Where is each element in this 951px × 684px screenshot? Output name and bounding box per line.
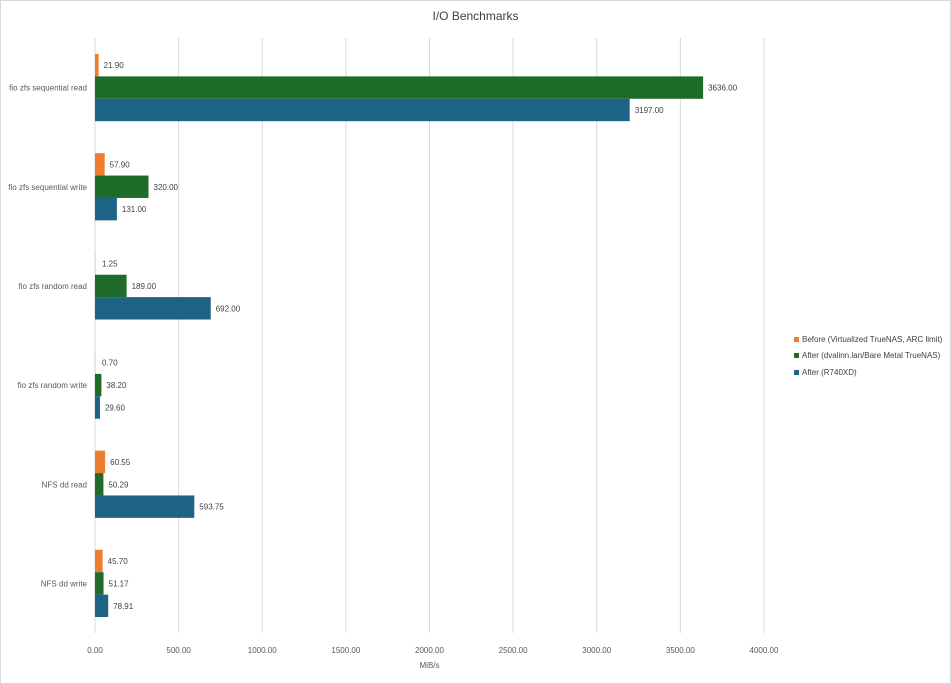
bar [95, 572, 104, 595]
legend: Before (Virtualized TrueNAS, ARC limit) A… [794, 331, 942, 381]
data-label: 29.60 [105, 403, 126, 412]
data-label: 38.20 [106, 381, 127, 390]
data-label: 320.00 [154, 183, 179, 192]
data-label: 3197.00 [635, 106, 664, 115]
legend-label: After (dvalinn.lan/Bare Metal TrueNAS) [802, 351, 941, 361]
x-axis-title: MiB/s [420, 661, 440, 670]
bar [95, 450, 106, 474]
category-label: fio zfs random read [19, 282, 87, 291]
legend-item: After (dvalinn.lan/Bare Metal TrueNAS) [794, 348, 942, 365]
bar [95, 495, 195, 518]
bar [95, 473, 104, 496]
bar [95, 396, 100, 419]
x-tick-label: 1000.00 [248, 646, 277, 655]
bar [95, 274, 127, 298]
data-label: 50.29 [108, 480, 129, 489]
bar [95, 297, 211, 320]
data-label: 3636.00 [708, 84, 737, 93]
data-label: 21.90 [104, 61, 125, 70]
bar [95, 98, 630, 122]
data-label: 45.70 [108, 557, 129, 566]
legend-swatch [794, 369, 799, 375]
bar [95, 197, 117, 221]
x-tick-label: 2500.00 [499, 646, 528, 655]
data-label: 60.55 [110, 458, 131, 467]
bar [95, 76, 704, 99]
data-label: 131.00 [122, 205, 147, 214]
x-tick-label: 1500.00 [331, 646, 360, 655]
data-label: 692.00 [216, 304, 241, 313]
x-tick-label: 2000.00 [415, 646, 444, 655]
bar [95, 594, 109, 618]
x-tick-label: 3000.00 [582, 646, 611, 655]
chart-title: I/O Benchmarks [432, 9, 519, 23]
data-label: 51.17 [109, 579, 130, 588]
bar [95, 549, 103, 573]
legend-label: Before (Virtualized TrueNAS, ARC limit) [802, 334, 943, 344]
category-label: fio zfs sequential write [8, 183, 87, 192]
legend-item: After (R740XD) [794, 364, 942, 381]
bar [95, 53, 99, 77]
category-label: NFS dd read [42, 480, 87, 489]
category-label: fio zfs sequential read [9, 84, 87, 93]
legend-item: Before (Virtualized TrueNAS, ARC limit) [794, 331, 942, 348]
x-tick-label: 500.00 [166, 646, 191, 655]
category-label: NFS dd write [41, 579, 88, 588]
legend-swatch [794, 336, 799, 342]
legend-swatch [794, 353, 799, 359]
x-tick-label: 3500.00 [666, 646, 695, 655]
data-label: 1.25 [102, 260, 118, 269]
data-label: 593.75 [199, 503, 224, 512]
legend-label: After (R740XD) [802, 367, 857, 377]
bar [95, 175, 149, 198]
data-label: 0.70 [102, 359, 118, 368]
bar [95, 373, 102, 397]
x-tick-label: 0.00 [87, 646, 103, 655]
category-label: fio zfs random write [18, 381, 88, 390]
x-tick-label: 4000.00 [750, 646, 779, 655]
bar [95, 153, 105, 176]
data-label: 78.91 [113, 602, 134, 611]
data-label: 189.00 [132, 282, 157, 291]
data-label: 57.90 [110, 160, 131, 169]
